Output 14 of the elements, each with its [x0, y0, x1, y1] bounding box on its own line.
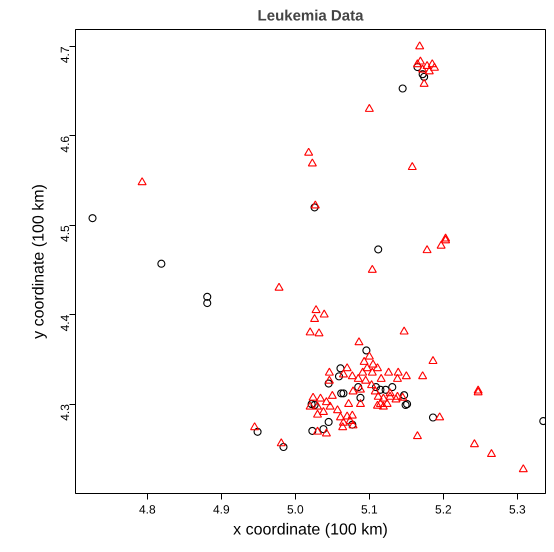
y-tick-label: 4.5: [58, 224, 72, 242]
x-tick-label: 4.9: [212, 502, 230, 516]
x-tick-label: 5.1: [361, 502, 378, 516]
x-tick-label: 4.8: [138, 502, 156, 516]
x-tick-label: 5.3: [509, 502, 526, 516]
y-tick-label: 4.7: [58, 46, 72, 64]
chart-title: Leukemia Data: [258, 8, 364, 24]
x-axis-title: x coordinate (100 km): [233, 522, 388, 538]
y-axis-title: y coordinate (100 km): [30, 184, 48, 339]
x-tick-label: 5.2: [435, 502, 452, 516]
y-tick-label: 4.6: [58, 136, 72, 153]
y-tick-label: 4.3: [58, 404, 72, 421]
x-tick-label: 5.0: [286, 502, 304, 516]
y-tick-label: 4.4: [58, 314, 72, 332]
